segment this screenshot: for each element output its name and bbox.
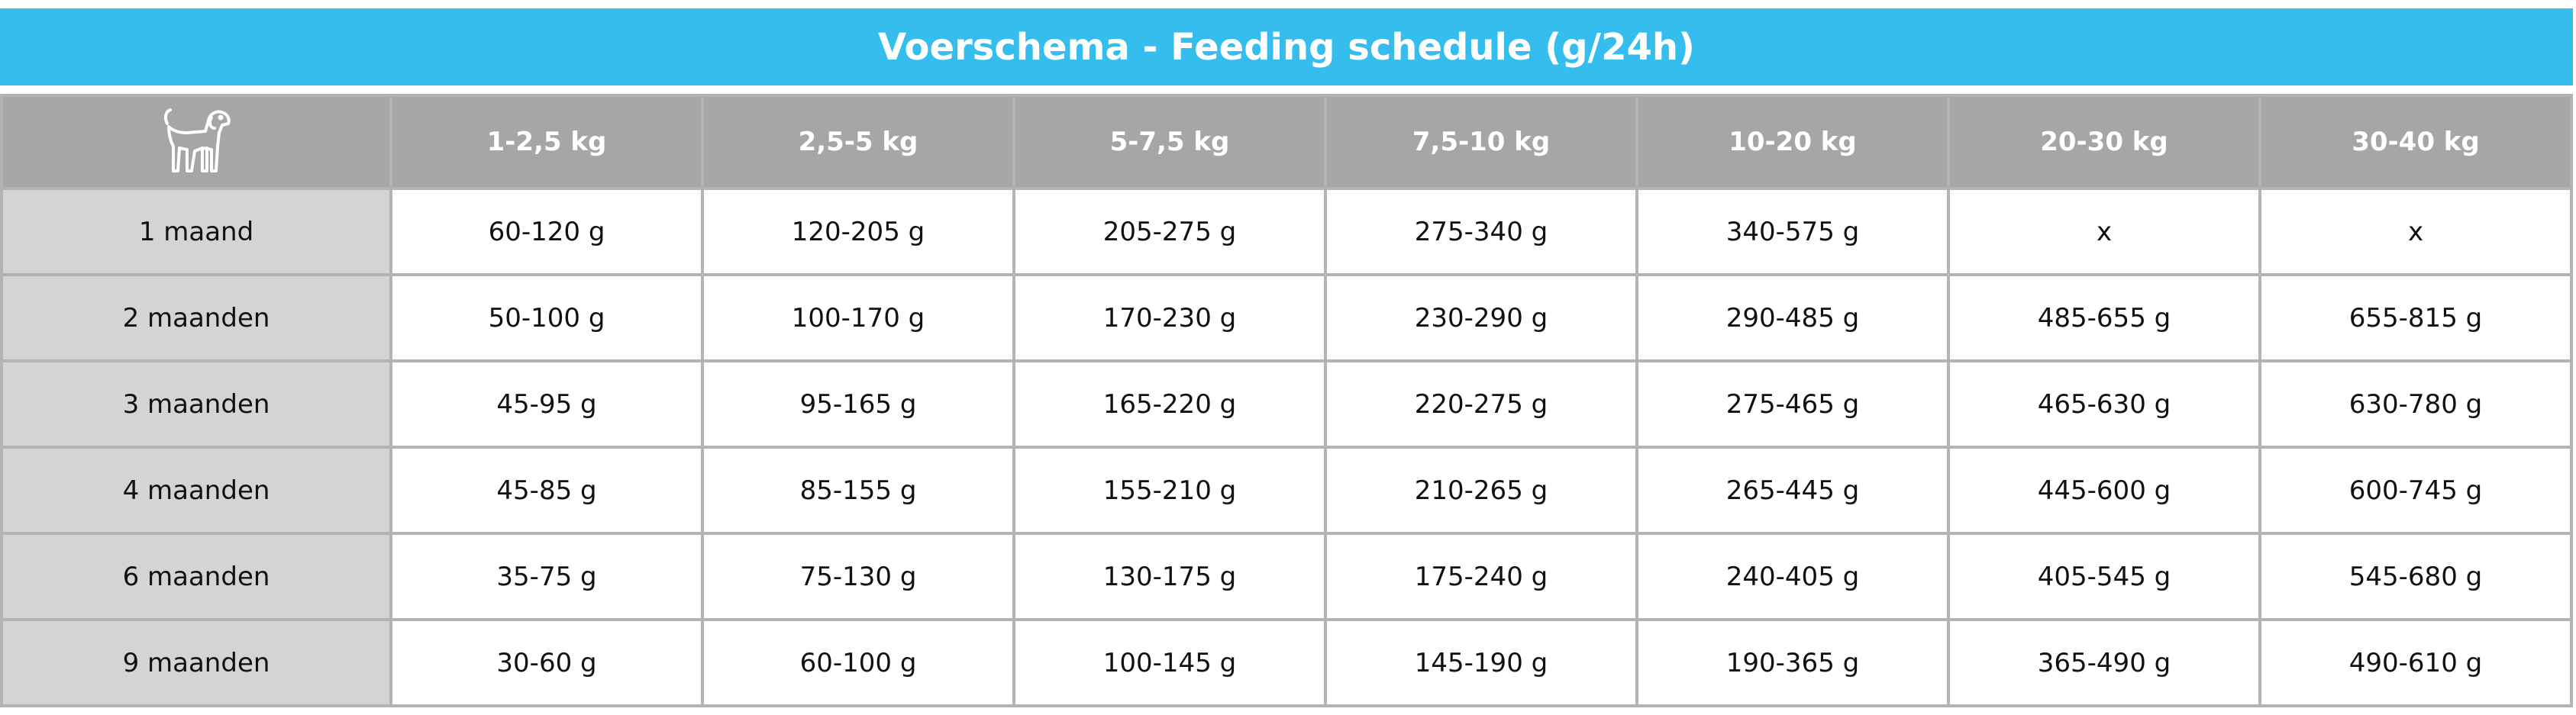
table-row: 6 maanden 35-75 g 75-130 g 130-175 g 175-240…: [0, 532, 2573, 621]
table-cell: 75-130 g: [701, 532, 1015, 621]
table-cell: 210-265 g: [1324, 446, 1638, 535]
table-cell: 95-165 g: [701, 359, 1015, 449]
table-body: 1 maand 60-120 g 120-205 g 205-275 g 275-340…: [0, 187, 2573, 707]
table-cell: 445-600 g: [1947, 446, 2261, 535]
table-cell: 100-170 g: [701, 273, 1015, 362]
table-cell: 60-100 g: [701, 618, 1015, 707]
table-cell: 365-490 g: [1947, 618, 2261, 707]
row-label: 6 maanden: [0, 532, 392, 621]
table-cell: 145-190 g: [1324, 618, 1638, 707]
column-header: 7,5-10 kg: [1324, 94, 1638, 190]
table-row: 4 maanden 45-85 g 85-155 g 155-210 g 210-265…: [0, 446, 2573, 535]
row-label: 1 maand: [0, 187, 392, 276]
row-label: 9 maanden: [0, 618, 392, 707]
table-cell: 45-85 g: [389, 446, 704, 535]
column-header: 30-40 kg: [2258, 94, 2573, 190]
table-cell: 240-405 g: [1635, 532, 1950, 621]
table-cell: 35-75 g: [389, 532, 704, 621]
table-cell: 275-340 g: [1324, 187, 1638, 276]
row-label: 3 maanden: [0, 359, 392, 449]
feeding-table: 1-2,5 kg 2,5-5 kg 5-7,5 kg 7,5-10 kg 10-20 k…: [0, 94, 2573, 707]
table-cell: 655-815 g: [2258, 273, 2573, 362]
table-cell: 545-680 g: [2258, 532, 2573, 621]
table-cell: 265-445 g: [1635, 446, 1950, 535]
table-cell: 465-630 g: [1947, 359, 2261, 449]
table-cell: 275-465 g: [1635, 359, 1950, 449]
table-cell: 120-205 g: [701, 187, 1015, 276]
table-cell: 155-210 g: [1012, 446, 1327, 535]
column-header: 10-20 kg: [1635, 94, 1950, 190]
table-head: 1-2,5 kg 2,5-5 kg 5-7,5 kg 7,5-10 kg 10-20 k…: [0, 94, 2573, 190]
title: Voerschema - Feeding schedule (g/24h): [878, 25, 1695, 69]
table-cell: 405-545 g: [1947, 532, 2261, 621]
table-cell: x: [2258, 187, 2573, 276]
table-cell: 85-155 g: [701, 446, 1015, 535]
table-cell: 230-290 g: [1324, 273, 1638, 362]
row-label: 2 maanden: [0, 273, 392, 362]
table-cell: 45-95 g: [389, 359, 704, 449]
table-cell: 340-575 g: [1635, 187, 1950, 276]
table-cell: 50-100 g: [389, 273, 704, 362]
column-header: 1-2,5 kg: [389, 94, 704, 190]
table-cell: 485-655 g: [1947, 273, 2261, 362]
table-cell: 165-220 g: [1012, 359, 1327, 449]
title-bar: Voerschema - Feeding schedule (g/24h): [0, 8, 2573, 85]
table-cell: 60-120 g: [389, 187, 704, 276]
column-header: 20-30 kg: [1947, 94, 2261, 190]
table-row: 2 maanden 50-100 g 100-170 g 170-230 g 230-2…: [0, 273, 2573, 362]
table-cell: 220-275 g: [1324, 359, 1638, 449]
row-label: 4 maanden: [0, 446, 392, 535]
table-cell: 490-610 g: [2258, 618, 2573, 707]
table-cell: 175-240 g: [1324, 532, 1638, 621]
icon-cell: [0, 94, 392, 190]
table-cell: x: [1947, 187, 2261, 276]
table-cell: 290-485 g: [1635, 273, 1950, 362]
table-cell: 30-60 g: [389, 618, 704, 707]
table-cell: 205-275 g: [1012, 187, 1327, 276]
table-cell: 600-745 g: [2258, 446, 2573, 535]
table-row: 1 maand 60-120 g 120-205 g 205-275 g 275-340…: [0, 187, 2573, 276]
table-cell: 130-175 g: [1012, 532, 1327, 621]
table-row: 9 maanden 30-60 g 60-100 g 100-145 g 145-190…: [0, 618, 2573, 707]
header-row: 1-2,5 kg 2,5-5 kg 5-7,5 kg 7,5-10 kg 10-20 k…: [0, 94, 2573, 190]
table-cell: 190-365 g: [1635, 618, 1950, 707]
column-header: 5-7,5 kg: [1012, 94, 1327, 190]
table-cell: 630-780 g: [2258, 359, 2573, 449]
table-row: 3 maanden 45-95 g 95-165 g 165-220 g 220-275…: [0, 359, 2573, 449]
dog-icon: [163, 108, 231, 172]
table-cell: 100-145 g: [1012, 618, 1327, 707]
column-header: 2,5-5 kg: [701, 94, 1015, 190]
table-cell: 170-230 g: [1012, 273, 1327, 362]
